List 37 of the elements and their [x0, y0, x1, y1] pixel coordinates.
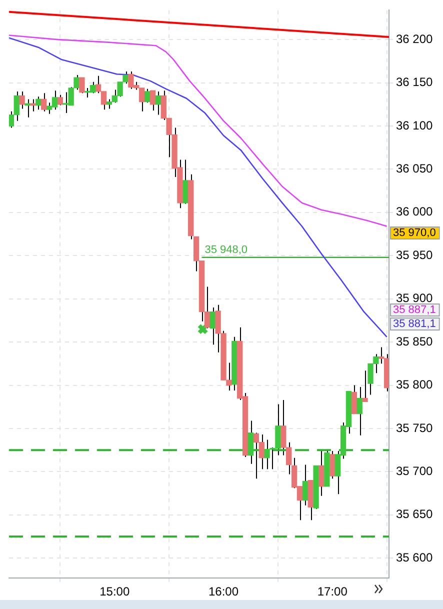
- y-tick-label: 35 850: [396, 334, 434, 348]
- candlestick: [150, 90, 156, 111]
- y-tick-label: 35 950: [396, 248, 434, 262]
- x-tick-label: 16:00: [208, 584, 239, 599]
- text: 35 881,1: [393, 318, 436, 330]
- y-tick-label: 36 000: [396, 204, 434, 219]
- y-tick-label: 35 600: [396, 550, 434, 564]
- candlestick: [330, 450, 336, 480]
- candlestick: [302, 464, 308, 506]
- y-tick-label: 35 700: [396, 464, 434, 478]
- text: 35 887,1: [393, 304, 436, 316]
- candlestick: [36, 96, 42, 110]
- candlestick: [248, 420, 254, 464]
- candlestick: [351, 384, 357, 414]
- y-tick-label: 36 150: [396, 75, 434, 90]
- y-tick-label: 36 200: [396, 32, 434, 46]
- candlestick: [318, 450, 324, 496]
- candlestick: [30, 98, 36, 112]
- candlestick: [362, 370, 368, 402]
- x-tick-label: 17:00: [317, 584, 348, 599]
- x-tick-label: 15:00: [100, 584, 130, 599]
- y-tick-label: 36 100: [396, 118, 434, 132]
- candlestick: [79, 77, 85, 94]
- candlestick: [19, 90, 25, 110]
- candlestick: [57, 94, 64, 106]
- candlestick: [144, 88, 150, 104]
- y-tick-label: 35 900: [396, 291, 434, 306]
- y-tick-label: 35 750: [396, 420, 434, 435]
- y-tick-label: 35 800: [396, 378, 434, 392]
- candlestick: [41, 92, 47, 112]
- y-tick-label: 36 050: [396, 162, 434, 176]
- candlestick: [155, 90, 161, 116]
- text: 35 970,0: [393, 227, 436, 240]
- candlestick: [356, 386, 362, 436]
- y-tick-label: 35 650: [396, 507, 434, 522]
- candlestick: [182, 159, 188, 204]
- annotation: 35 948,0: [204, 244, 248, 256]
